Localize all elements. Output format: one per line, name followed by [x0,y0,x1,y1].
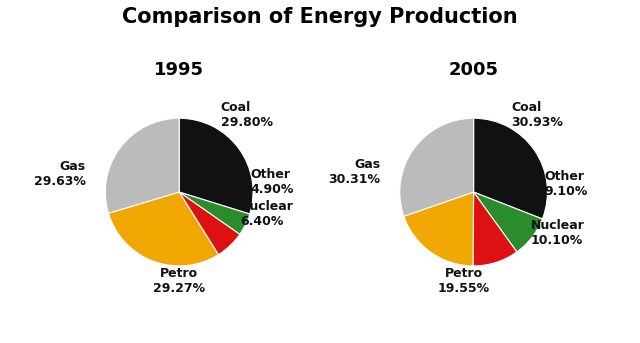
Wedge shape [179,192,240,255]
Title: 2005: 2005 [449,61,499,80]
Text: Other
4.90%: Other 4.90% [250,168,294,196]
Wedge shape [474,118,547,219]
Text: Other
9.10%: Other 9.10% [545,170,588,198]
Text: Comparison of Energy Production: Comparison of Energy Production [122,7,518,27]
Wedge shape [108,192,218,266]
Wedge shape [106,118,179,213]
Wedge shape [474,192,542,252]
Wedge shape [473,192,517,266]
Text: Gas
29.63%: Gas 29.63% [34,161,86,188]
Wedge shape [179,118,253,214]
Text: Gas
30.31%: Gas 30.31% [328,158,380,186]
Title: 1995: 1995 [154,61,204,80]
Text: Coal
29.80%: Coal 29.80% [221,101,273,129]
Text: Petro
19.55%: Petro 19.55% [438,267,490,295]
Wedge shape [404,192,474,266]
Text: Nuclear
10.10%: Nuclear 10.10% [531,220,584,247]
Wedge shape [179,192,250,234]
Wedge shape [400,118,474,216]
Text: Nuclear
6.40%: Nuclear 6.40% [240,200,294,228]
Text: Petro
29.27%: Petro 29.27% [153,267,205,295]
Text: Coal
30.93%: Coal 30.93% [511,101,563,129]
